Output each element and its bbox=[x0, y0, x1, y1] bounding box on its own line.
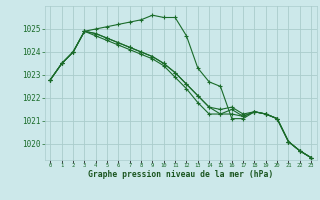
X-axis label: Graphe pression niveau de la mer (hPa): Graphe pression niveau de la mer (hPa) bbox=[88, 170, 273, 179]
